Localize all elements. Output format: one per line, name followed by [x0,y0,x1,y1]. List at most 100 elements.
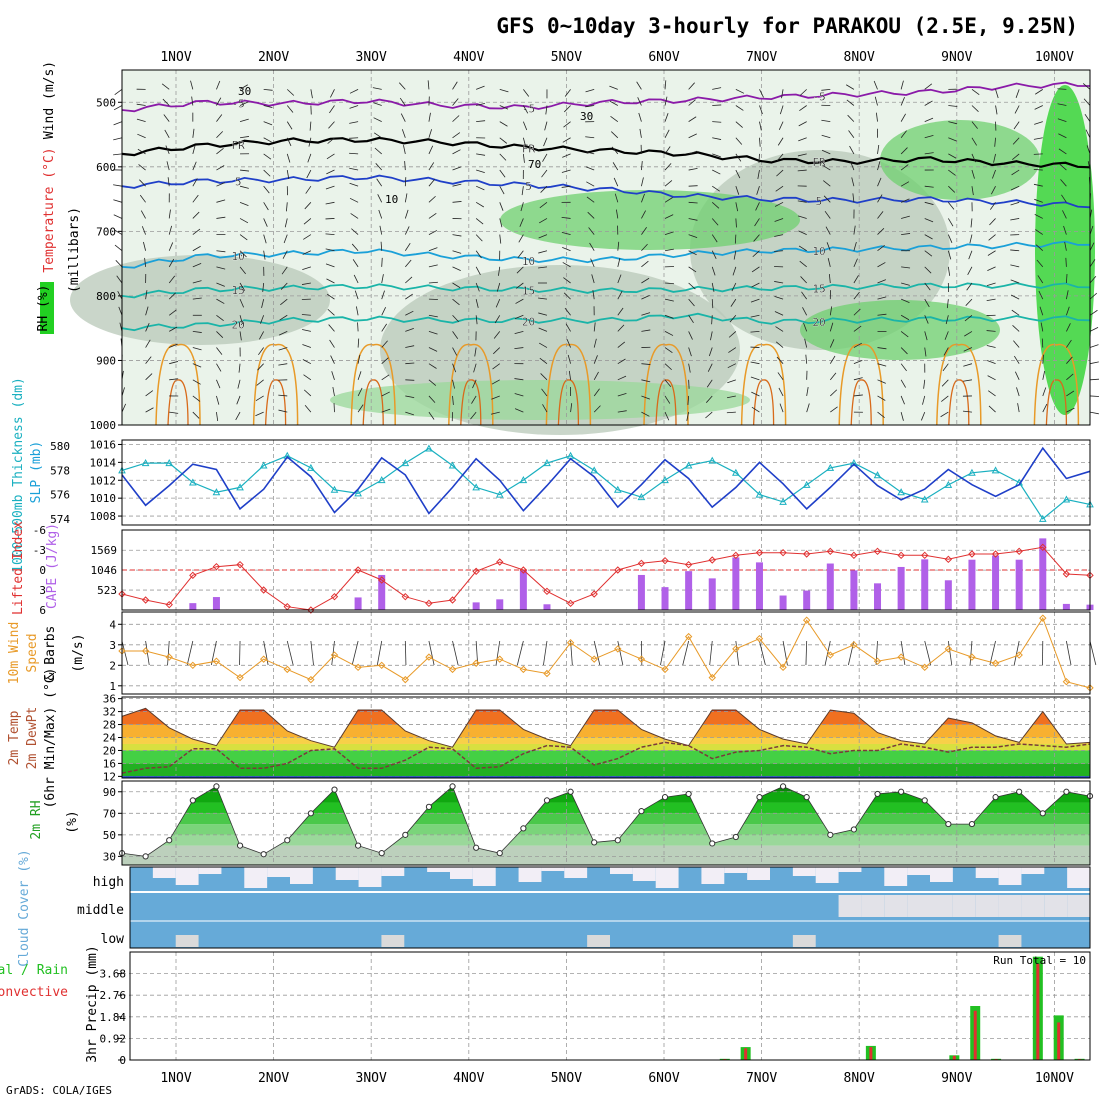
isotherm-label: 10 [522,255,535,268]
y-tick-label: 32 [103,706,116,719]
wind-barb [986,298,996,302]
wind-barb [586,181,595,187]
li-point [566,599,575,608]
wind-barb [1012,153,1020,161]
wind-barb [539,202,548,209]
wind-speed-point [543,669,551,678]
rh-point [520,825,527,832]
cape-bar [897,566,905,610]
li-point [236,560,244,569]
wind-barb [877,313,887,316]
bl-contour [252,343,299,426]
panel-frame [121,780,1091,866]
wind-barb [734,234,737,244]
li-tick-label: 6 [39,604,46,617]
cape-tick-label: 1046 [91,564,118,577]
wind-speed-point [614,645,622,653]
cloud-high-gap [632,867,656,881]
wind-barb [302,250,312,255]
wind-barb [239,101,249,106]
wind-barb [562,137,571,143]
thickness-point [708,456,717,464]
wind-speed-point [259,655,268,663]
wind-barb [829,355,836,364]
rh-point [591,839,598,846]
wind-barb [688,99,696,106]
wind-barb [963,347,973,352]
wind-barb [877,244,885,252]
wind-speed-point [1039,614,1047,622]
wind-barb [381,307,387,316]
wind-speed-point [401,675,410,684]
wind-barb [1066,407,1075,413]
wind-barb [1010,218,1020,221]
wind-barb [192,280,202,284]
wind-barb [735,186,740,195]
wind-barb [303,389,312,397]
bl-contour [740,343,787,426]
wind-barb [1084,113,1091,122]
wind-barb [853,275,859,284]
rh-point [827,831,834,838]
wind-barb [475,282,480,292]
wind-barb [688,331,693,340]
wind-barb [585,151,595,155]
wind-barb [145,407,154,413]
cape-bar [732,557,740,610]
wind-barb [428,363,437,369]
thickness-point [259,461,268,469]
cloud-high-gap [930,867,953,882]
wind-barb [988,234,996,241]
wind-barb [168,275,176,284]
wind-barb [711,266,716,276]
wind-barb [805,354,808,364]
bl-contour-inner [557,379,580,426]
li-point [472,567,480,576]
y-tick-label: 1008 [90,510,117,523]
chart-title: GFS 0~10day 3-hourly for PARAKOU (2.5E, … [496,14,1078,38]
wind-barb [286,121,293,130]
wind-barb [1066,373,1074,381]
isotherm-label: 15 [522,284,535,297]
wind-barb [113,214,123,219]
wind-barb [263,88,273,91]
wind-barb [428,212,437,219]
wind-barb [947,266,951,276]
wind-barb [403,145,406,154]
wind-barb [609,100,618,106]
precip-convective-bar [1057,1022,1061,1060]
panel-frame [121,439,1091,526]
wind-barb [853,241,857,251]
wind-barb [216,216,226,219]
wind-barb [941,395,949,402]
rh-point [166,837,173,844]
cloud-high-gap [175,867,199,885]
wind-barb [349,105,359,109]
cloud-high-gap [290,867,313,884]
wind-barb [963,363,973,367]
wind-barb [1066,390,1075,397]
wind-barb [495,640,501,666]
wind-barb [263,121,273,126]
wind-barb [239,315,243,325]
wind-barb [136,118,146,123]
y-tick-label: 30 [103,850,116,863]
wind-speed-point [307,675,315,684]
wind-barb [940,411,949,418]
rh-point [354,842,362,849]
thickness-tick-label: 574 [50,513,70,526]
wind-barb [609,85,618,90]
wind-barb [877,395,886,401]
li-point [1039,543,1047,552]
wind-barb [1033,168,1043,171]
wind-barb [664,347,673,354]
wind-barb [711,218,719,226]
wind-barb [167,640,170,666]
y-tick-label: 1000 [90,419,117,432]
wind-barb [617,241,620,251]
wind-barb [349,121,359,124]
cloud-low-gap [587,935,610,947]
wind-barb [428,347,438,352]
wind-barb [523,89,530,97]
wind-barb [688,250,697,256]
